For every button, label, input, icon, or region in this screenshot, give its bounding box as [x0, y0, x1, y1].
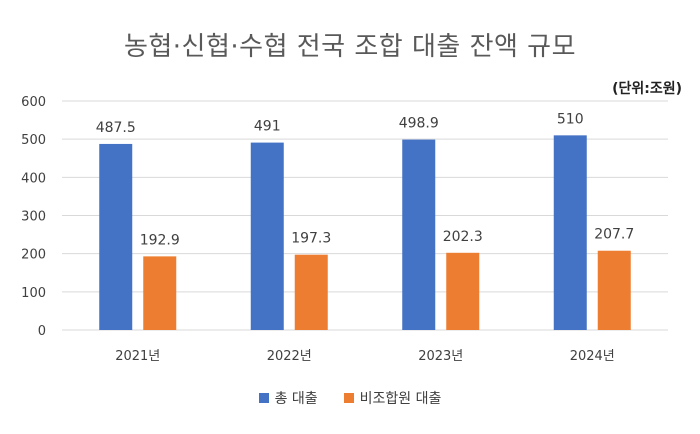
y-tick-label-400: 400: [21, 171, 46, 186]
data-label-total-2: 498.9: [399, 116, 439, 132]
y-tick-label-0: 0: [38, 324, 46, 339]
x-tick-label-2: 2023년: [418, 349, 463, 364]
data-label-total-1: 491: [254, 119, 281, 135]
data-label-non-member-2: 202.3: [443, 229, 483, 245]
bar-non-member-3: [597, 250, 631, 330]
data-label-total-3: 510: [557, 111, 584, 127]
bar-non-member-2: [446, 252, 480, 330]
legend-swatch-total: [258, 393, 269, 403]
bar-total-0: [99, 143, 133, 330]
chart-title: 농협·신협·수협 전국 조합 대출 잔액 규모: [123, 32, 577, 62]
y-tick-label-200: 200: [21, 248, 46, 263]
bar-non-member-0: [143, 256, 177, 330]
y-tick-label-300: 300: [21, 210, 46, 225]
unit-label: (단위:조원): [612, 81, 682, 97]
bar-total-2: [402, 139, 436, 330]
data-label-total-0: 487.5: [96, 120, 136, 136]
data-label-non-member-1: 197.3: [291, 231, 331, 247]
data-label-non-member-3: 207.7: [594, 227, 634, 243]
bar-total-3: [553, 135, 587, 330]
x-tick-label-3: 2024년: [570, 349, 615, 364]
data-label-non-member-0: 192.9: [140, 232, 180, 248]
y-tick-label-600: 600: [21, 95, 46, 110]
x-tick-label-0: 2021년: [115, 349, 160, 364]
legend-item-total: 총 대출: [258, 388, 318, 408]
legend-item-non-member: 비조합원 대출: [343, 388, 442, 408]
legend-label-non-member: 비조합원 대출: [359, 391, 442, 407]
legend-label-total: 총 대출: [274, 391, 318, 407]
y-tick-label-500: 500: [21, 133, 46, 148]
x-tick-label-1: 2022년: [267, 349, 312, 364]
legend-swatch-non-member: [343, 393, 354, 403]
bar-non-member-1: [294, 254, 328, 330]
legend: 총 대출 비조합원 대출: [0, 388, 700, 408]
bar-total-1: [250, 142, 284, 330]
y-tick-label-100: 100: [21, 286, 46, 301]
